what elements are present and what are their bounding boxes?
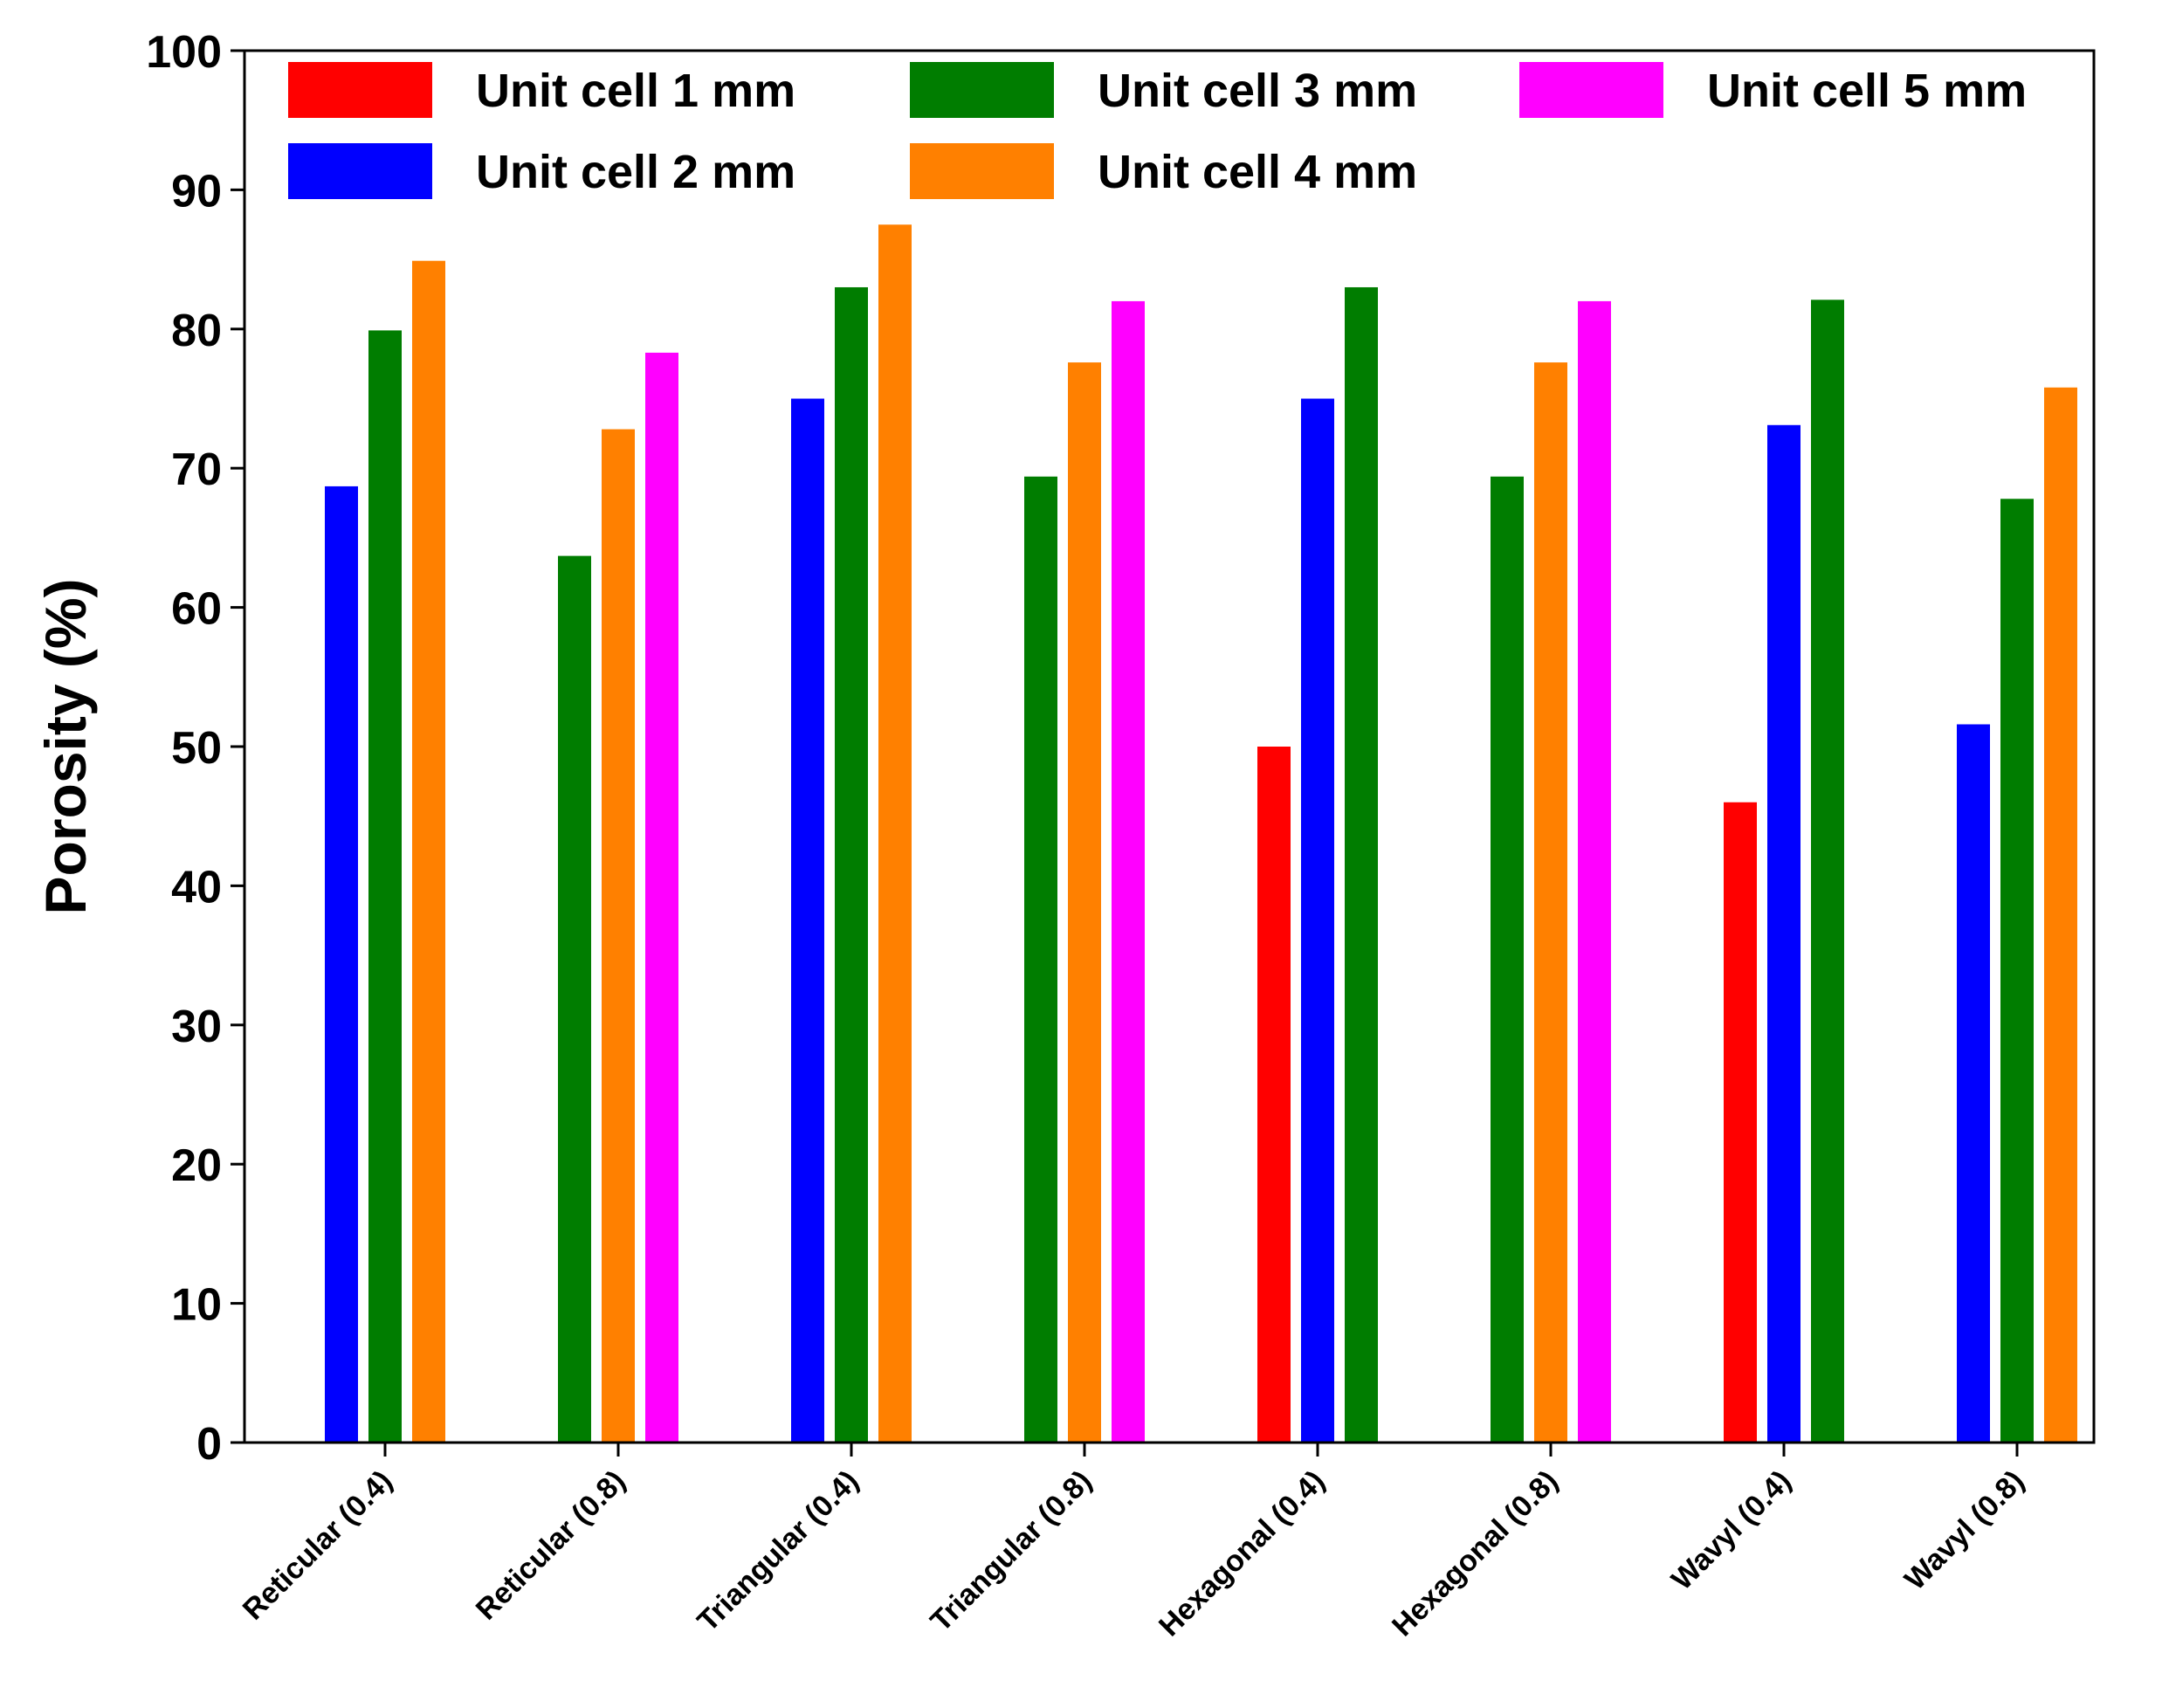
y-axis-label: Porosity (%) — [33, 578, 98, 914]
legend-label: Unit cell 5 mm — [1707, 65, 2027, 117]
y-tick-label: 30 — [171, 1002, 222, 1052]
legend-label: Unit cell 2 mm — [476, 146, 795, 198]
x-tick-label: Triangular (0.8) — [924, 1464, 1098, 1638]
legend-swatch — [910, 143, 1054, 199]
bar — [2000, 499, 2034, 1443]
bar — [791, 398, 824, 1443]
bar — [602, 429, 635, 1443]
legend-label: Unit cell 4 mm — [1098, 146, 1417, 198]
y-tick-label: 50 — [171, 723, 222, 774]
bar — [835, 286, 868, 1443]
bar — [1301, 398, 1334, 1443]
y-tick-label: 0 — [196, 1419, 222, 1470]
y-tick-label: 60 — [171, 584, 222, 635]
legend-label: Unit cell 1 mm — [476, 65, 795, 117]
bar — [1024, 476, 1057, 1443]
bar — [1491, 476, 1524, 1443]
bar — [325, 486, 358, 1443]
x-tick-label: Hexagonal (0.4) — [1153, 1464, 1332, 1643]
y-tick-label: 20 — [171, 1140, 222, 1191]
legend-swatch — [1519, 62, 1663, 118]
x-axis: Reticular (0.4) Reticular (0.8) Triangular… — [237, 1443, 2031, 1643]
bar — [1811, 300, 1844, 1443]
y-axis: 0 10 20 30 40 50 60 70 80 90 100 — [146, 27, 244, 1470]
bar — [878, 224, 912, 1443]
plot-area-frame — [243, 49, 2096, 1444]
y-tick-label: 90 — [171, 166, 222, 217]
y-tick-label: 80 — [171, 306, 222, 356]
bar — [368, 330, 402, 1443]
bars — [325, 224, 2077, 1443]
y-tick-label: 70 — [171, 444, 222, 495]
bar — [558, 555, 591, 1443]
x-tick-label: Wavyl (0.8) — [1898, 1464, 2031, 1597]
x-tick-label: Reticular (0.4) — [237, 1464, 399, 1627]
x-tick-label: Triangular (0.4) — [691, 1464, 864, 1638]
bar — [1534, 362, 1567, 1443]
x-tick-label: Hexagonal (0.8) — [1386, 1464, 1565, 1643]
bar — [1257, 747, 1291, 1443]
bar — [1112, 300, 1145, 1443]
legend-swatch — [288, 143, 432, 199]
bar — [2044, 387, 2077, 1443]
bar — [1957, 724, 1990, 1443]
y-tick-label: 40 — [171, 862, 222, 913]
y-tick-label: 100 — [146, 27, 222, 78]
bar — [1767, 424, 1801, 1443]
bar — [645, 352, 678, 1443]
bar — [412, 260, 445, 1443]
legend: Unit cell 1 mm Unit cell 2 mm Unit cell 3 … — [288, 62, 2027, 199]
legend-swatch — [288, 62, 432, 118]
bar — [1345, 286, 1378, 1443]
bar — [1068, 362, 1101, 1443]
bar — [1578, 300, 1611, 1443]
legend-swatch — [910, 62, 1054, 118]
x-tick-label: Wavyl (0.4) — [1665, 1464, 1798, 1597]
legend-label: Unit cell 3 mm — [1098, 65, 1417, 117]
bar — [1724, 802, 1757, 1443]
y-tick-label: 10 — [171, 1280, 222, 1331]
x-tick-label: Reticular (0.8) — [470, 1464, 632, 1627]
